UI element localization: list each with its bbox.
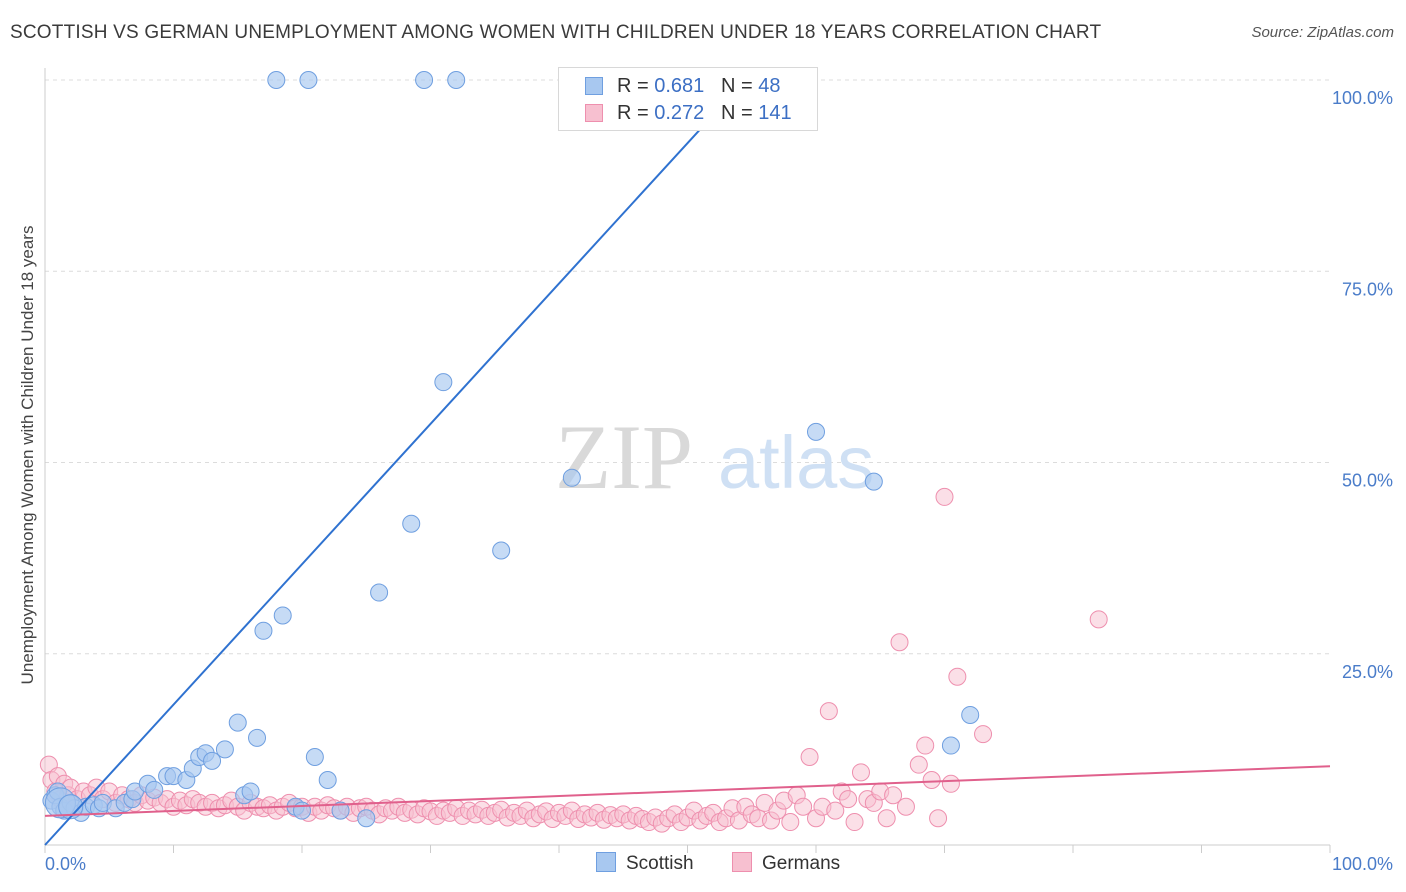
scottish-point — [248, 728, 267, 747]
germans-point — [845, 813, 864, 832]
scottish-point — [402, 514, 421, 533]
legend-r-value-scottish: 0.681 — [654, 75, 705, 97]
scottish-point — [941, 736, 960, 755]
y-tick-label: 50.0% — [1342, 471, 1393, 491]
scottish-point — [241, 782, 260, 801]
germans-point — [839, 790, 858, 809]
scottish-point — [254, 621, 273, 640]
scottish-swatch-icon — [585, 77, 603, 95]
scottish-point — [864, 472, 883, 491]
germans-point — [929, 809, 948, 828]
scottish-point — [492, 541, 511, 560]
scottish-point — [562, 468, 581, 487]
germans-point — [877, 809, 896, 828]
y-tick-label: 25.0% — [1342, 662, 1393, 682]
germans-point — [851, 763, 870, 782]
germans-point — [935, 487, 954, 506]
scottish-point — [318, 770, 337, 789]
chart-title: SCOTTISH VS GERMAN UNEMPLOYMENT AMONG WO… — [10, 22, 1102, 43]
scottish-point — [434, 373, 453, 392]
trend-lines — [44, 79, 1331, 846]
scottish-point — [415, 71, 434, 89]
scottish-trend-line — [44, 79, 747, 846]
germans-point — [819, 702, 838, 721]
germans-point — [1089, 610, 1108, 629]
watermark: ZIP atlas — [555, 406, 874, 508]
scottish-point — [228, 713, 247, 732]
tick-labels: 25.0% 50.0% 75.0% 100.0% 0.0% 100.0% — [45, 88, 1393, 874]
bottom-legend-label-germans: Germans — [762, 853, 841, 874]
bottom-legend-scottish: Scottish — [596, 852, 694, 875]
scottish-point — [305, 748, 324, 767]
legend-r-label: R = — [617, 102, 655, 124]
germans-point — [896, 797, 915, 816]
scottish-legend-icon — [596, 852, 616, 872]
source-label: Source: ZipAtlas.com — [1251, 24, 1394, 41]
germans-point — [922, 770, 941, 789]
germans-point — [941, 774, 960, 793]
scottish-point — [331, 801, 350, 820]
legend-n-value-scottish: 48 — [758, 75, 781, 97]
scottish-point — [961, 705, 980, 724]
scottish-point — [370, 583, 389, 602]
scottish-point — [203, 751, 222, 770]
germans-point — [909, 755, 928, 774]
x-tick-label: 100.0% — [1332, 854, 1393, 874]
legend-n-value-germans: 141 — [758, 102, 792, 124]
scottish-point — [299, 71, 318, 89]
scottish-point — [215, 740, 234, 759]
scottish-point — [447, 71, 466, 89]
germans-swatch-icon — [585, 104, 603, 122]
legend-n-label: N = — [720, 102, 759, 124]
germans-point — [826, 801, 845, 820]
germans-point — [794, 797, 813, 816]
legend-r-value-germans: 0.272 — [654, 102, 705, 124]
bottom-legend-germans: Germans — [732, 852, 840, 875]
scottish-point — [293, 801, 311, 820]
germans-point — [916, 736, 935, 755]
germans-point — [800, 748, 819, 767]
watermark-zip: ZIP — [555, 406, 693, 508]
scottish-point — [273, 606, 292, 625]
germans-point — [781, 813, 800, 832]
scottish-point — [357, 809, 376, 828]
bottom-legend-label-scottish: Scottish — [626, 853, 694, 874]
y-tick-label: 75.0% — [1342, 279, 1393, 299]
watermark-atlas: atlas — [718, 421, 874, 504]
germans-point — [948, 667, 967, 686]
scottish-point — [58, 794, 84, 820]
scottish-point — [145, 780, 164, 799]
germans-trend-line — [44, 765, 1331, 817]
scottish-point — [267, 71, 286, 89]
scottish-point — [807, 422, 825, 441]
legend-n-label: N = — [720, 75, 759, 97]
germans-point — [884, 786, 903, 805]
x-tick-label: 0.0% — [45, 854, 86, 874]
germans-point — [974, 725, 993, 744]
germans-point — [890, 633, 909, 652]
y-tick-label: 100.0% — [1332, 88, 1393, 108]
legend: R = 0.681 N = 48 R = 0.272 N = 141 — [558, 67, 818, 131]
legend-r-label: R = — [617, 75, 655, 97]
germans-legend-icon — [732, 852, 752, 872]
